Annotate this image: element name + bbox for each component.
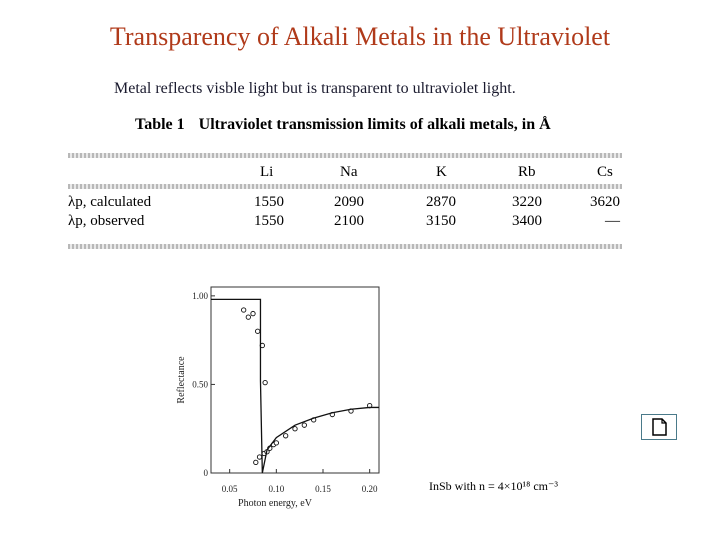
cell-calc-rb: 3220 bbox=[512, 194, 542, 210]
data-point bbox=[292, 426, 298, 432]
cell-calc-li: 1550 bbox=[254, 194, 284, 210]
x-tick-label: 0.05 bbox=[222, 484, 238, 494]
y-tick-label: 0 bbox=[204, 468, 209, 478]
y-tick-label: 0.50 bbox=[192, 379, 208, 389]
table-header-rule bbox=[68, 184, 622, 189]
y-tick-label: 1.00 bbox=[192, 291, 208, 301]
slide-subtitle: Metal reflects visble light but is trans… bbox=[114, 80, 516, 97]
reflectance-plot-svg: 0.05 0.10 0.15 0.20 0 0.50 1.00 Photon energy, … bbox=[176, 286, 380, 509]
x-tick-label: 0.10 bbox=[268, 484, 284, 494]
slide-title: Transparency of Alkali Metals in the Ult… bbox=[109, 22, 611, 51]
row-label-calculated: λp, calculated bbox=[68, 194, 152, 210]
x-tick-label: 0.15 bbox=[315, 484, 331, 494]
data-point bbox=[255, 328, 261, 334]
cell-obs-rb: 3400 bbox=[512, 213, 542, 229]
table-number: Table 1 bbox=[135, 116, 185, 133]
col-header-cs: Cs bbox=[597, 164, 613, 180]
cell-calc-cs: 3620 bbox=[590, 194, 620, 210]
data-point bbox=[283, 433, 289, 439]
theory-curve bbox=[211, 298, 379, 474]
col-header-na: Na bbox=[340, 164, 358, 180]
data-point bbox=[253, 459, 259, 466]
table-caption-text: Ultraviolet transmission limits of alkal… bbox=[198, 116, 551, 133]
cell-calc-k: 2870 bbox=[426, 194, 456, 210]
x-tick-label: 0.20 bbox=[362, 484, 378, 494]
col-header-k: K bbox=[436, 164, 447, 180]
cell-obs-li: 1550 bbox=[254, 213, 284, 229]
col-header-rb: Rb bbox=[518, 164, 536, 180]
data-point bbox=[273, 440, 279, 446]
data-point bbox=[250, 310, 256, 317]
table-caption: Table 1 Ultraviolet transmission limits … bbox=[135, 116, 551, 134]
data-point bbox=[256, 454, 263, 460]
y-axis-label: Reflectance bbox=[176, 356, 187, 404]
cell-obs-cs: — bbox=[605, 213, 620, 229]
col-header-li: Li bbox=[260, 164, 274, 180]
data-point bbox=[245, 314, 251, 320]
cell-obs-k: 3150 bbox=[426, 213, 456, 229]
row-label-observed: λp, observed bbox=[68, 213, 145, 229]
table-bottom-rule bbox=[68, 244, 622, 249]
cell-obs-na: 2100 bbox=[334, 213, 364, 229]
data-point bbox=[301, 422, 307, 428]
document-icon-glyph bbox=[652, 418, 667, 436]
plot-note: InSb with n = 4×10¹⁸ cm⁻³ bbox=[429, 479, 558, 493]
data-point bbox=[241, 307, 247, 313]
plot-frame bbox=[210, 286, 380, 474]
document-icon[interactable] bbox=[641, 414, 677, 440]
cell-calc-na: 2090 bbox=[334, 194, 364, 210]
reflectance-plot: 0.05 0.10 0.15 0.20 0 0.50 1.00 Photon energy, … bbox=[170, 275, 390, 515]
data-point bbox=[262, 380, 268, 386]
x-axis-label: Photon energy, eV bbox=[238, 498, 313, 509]
table-top-rule bbox=[68, 153, 622, 158]
